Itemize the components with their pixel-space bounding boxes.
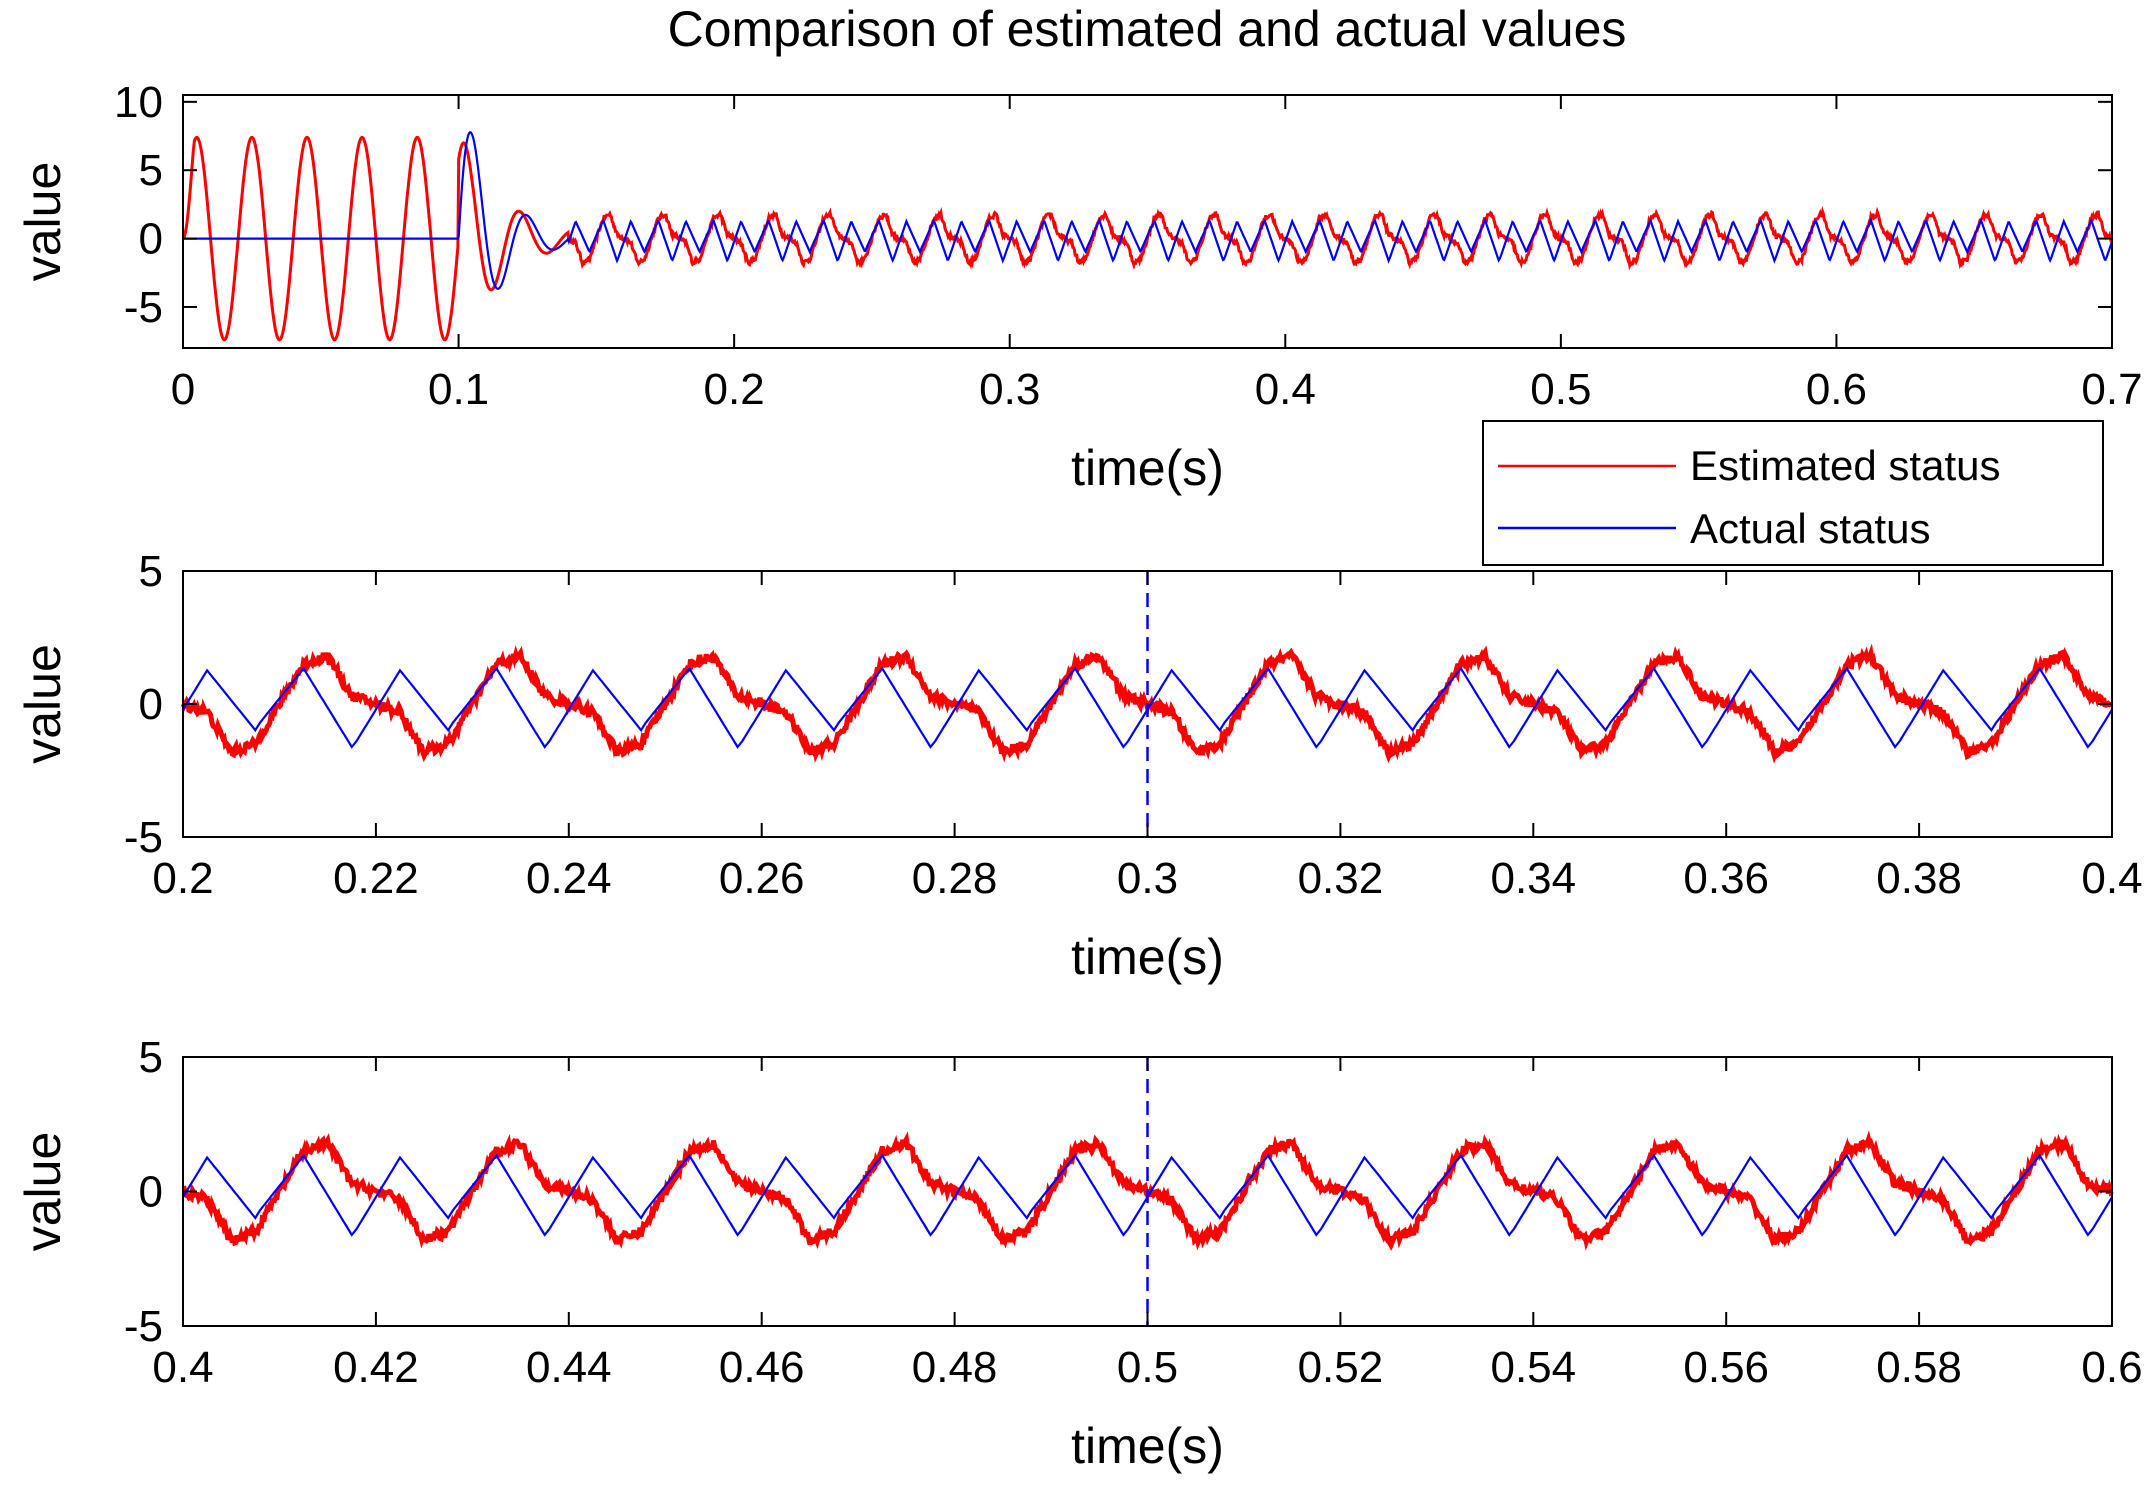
x-tick-label: 0.3 [1117,854,1178,903]
legend: Estimated status Actual status [1482,420,2104,566]
y-axis-label: value [15,644,71,764]
x-tick-label: 0.5 [1530,365,1591,414]
x-tick-label: 0.1 [428,365,489,414]
axes-frame [182,94,2113,349]
x-tick-label: 0.56 [1683,1343,1769,1392]
y-tick-label: 5 [139,1033,163,1082]
x-tick-label: 0.6 [2081,1343,2142,1392]
y-axis-label: value [15,1132,71,1252]
series-actual-line [183,131,2114,290]
x-tick-label: 0.22 [333,854,419,903]
x-tick-label: 0.32 [1298,854,1384,903]
y-tick-label: 0 [139,1168,163,1217]
x-tick-label: 0.4 [152,1343,213,1392]
x-tick-label: 0.2 [152,854,213,903]
x-axis-label: time(s) [1071,929,1224,985]
x-tick-label: 0 [171,365,195,414]
x-tick-label: 0.58 [1876,1343,1962,1392]
y-tick-label: 10 [114,78,163,127]
x-tick-label: 0.52 [1298,1343,1384,1392]
legend-label-actual: Actual status [1690,505,1930,552]
x-tick-label: 0.4 [2081,854,2142,903]
panel-2: 0.2 0.22 0.24 0.26 0.28 0.3 0.32 0.34 0.36 0.38 0.… [15,547,2143,985]
y-tick-label: 0 [139,215,163,264]
y-tick-label: -5 [124,283,163,332]
x-tick-label: 0.5 [1117,1343,1178,1392]
x-tick-label: 0.42 [333,1343,419,1392]
x-tick-label: 0.44 [526,1343,612,1392]
legend-label-estimated: Estimated status [1690,442,2000,489]
x-tick-label: 0.46 [719,1343,805,1392]
y-tick-label: 5 [139,547,163,596]
y-tick-label: -5 [124,813,163,862]
legend-box [1482,420,2104,566]
x-tick-label: 0.34 [1490,854,1576,903]
x-tick-label: 0.28 [912,854,998,903]
panel-3: 0.4 0.42 0.44 0.46 0.48 0.5 0.52 0.54 0.56 0.58 0.… [15,1033,2143,1474]
x-tick-label: 0.7 [2081,365,2142,414]
x-axis-label: time(s) [1071,1418,1224,1474]
x-tick-label: 0.2 [704,365,765,414]
x-tick-label: 0.26 [719,854,805,903]
y-tick-label: 0 [139,680,163,729]
y-tick-label: 5 [139,146,163,195]
x-tick-label: 0.4 [1255,365,1316,414]
x-tick-label: 0.24 [526,854,612,903]
x-tick-label: 0.48 [912,1343,998,1392]
x-tick-label: 0.6 [1806,365,1867,414]
y-axis-label: value [15,162,71,282]
figure-title: Comparison of estimated and actual value… [668,1,1627,57]
x-tick-label: 0.36 [1683,854,1769,903]
y-tick-label: -5 [124,1302,163,1351]
x-axis-label: time(s) [1071,440,1224,496]
x-tick-label: 0.54 [1490,1343,1576,1392]
x-tick-label: 0.38 [1876,854,1962,903]
x-tick-label: 0.3 [979,365,1040,414]
